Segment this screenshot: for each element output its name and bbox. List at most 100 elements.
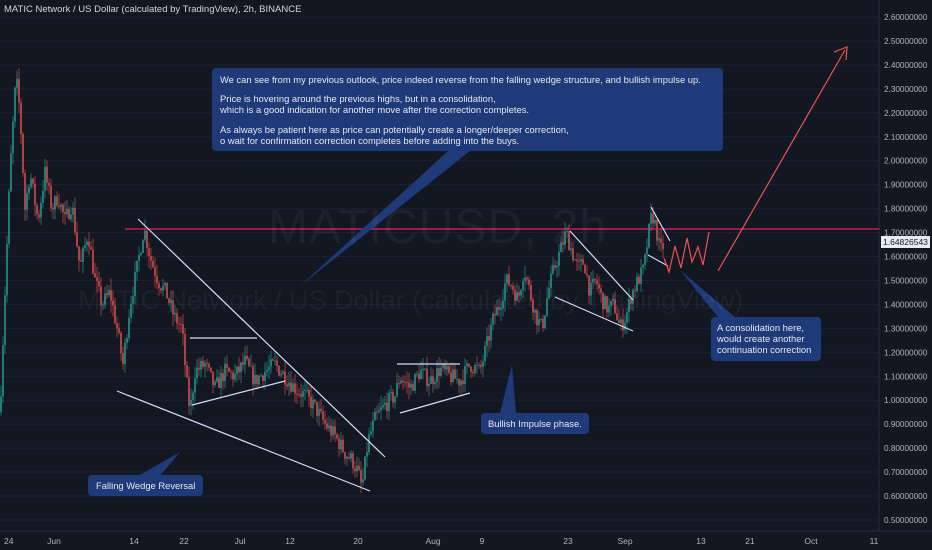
candle [386, 402, 388, 412]
candle [60, 204, 62, 208]
candle [200, 360, 202, 370]
candle [294, 383, 296, 394]
y-tick-label: 1.80000000 [884, 205, 928, 214]
candle [34, 183, 36, 206]
candle [418, 373, 420, 380]
candle [448, 365, 450, 373]
candle [394, 396, 396, 403]
candle [324, 419, 326, 424]
candle [94, 273, 96, 278]
candle [154, 267, 156, 276]
note-main-line-1: We can see from my previous outlook, pri… [220, 74, 701, 85]
y-tick-label: 1.00000000 [884, 396, 928, 405]
candle [592, 278, 594, 283]
x-tick-label: Aug [425, 536, 440, 546]
candle [420, 370, 422, 380]
candle [462, 380, 464, 385]
candle [100, 286, 102, 306]
candle [262, 375, 264, 382]
candle [652, 213, 654, 224]
candle [264, 371, 266, 382]
y-tick-label: 2.20000000 [884, 109, 928, 118]
candle [380, 407, 382, 411]
candle [178, 323, 180, 325]
projected-wave-path [663, 231, 710, 275]
candle [52, 207, 54, 210]
note-main-pointer [300, 151, 470, 286]
candle [578, 261, 580, 262]
candle [282, 371, 284, 374]
candle [322, 411, 324, 420]
candle [368, 434, 370, 453]
candle [496, 307, 498, 316]
candle [360, 470, 362, 483]
candle [616, 313, 618, 320]
candle [196, 367, 198, 379]
candle [338, 438, 340, 450]
candle [656, 220, 658, 241]
candle [278, 365, 280, 376]
candle [582, 259, 584, 265]
candle [382, 404, 384, 408]
candle [502, 300, 504, 309]
candle [252, 365, 254, 385]
candle [134, 271, 136, 297]
candle [244, 355, 246, 365]
last-price-label: 1.64826543 [881, 236, 930, 248]
candle [564, 231, 566, 245]
candle [580, 259, 582, 262]
candle [654, 220, 656, 224]
candle [8, 191, 10, 244]
candle [392, 391, 394, 403]
note-bullish-impulse[interactable]: Bullish Impulse phase. [481, 413, 589, 435]
y-tick-label: 1.50000000 [884, 276, 928, 285]
candle [176, 312, 178, 324]
candle [290, 382, 292, 392]
x-tick-label: 12 [285, 536, 295, 546]
candle [110, 290, 112, 301]
candle [204, 362, 206, 367]
candle [356, 465, 358, 472]
candle [166, 282, 168, 299]
y-tick-label: 0.60000000 [884, 492, 928, 501]
candle [530, 285, 532, 300]
candle [508, 274, 510, 286]
note-falling-wedge[interactable]: Falling Wedge Reversal [88, 475, 204, 497]
candle [658, 238, 660, 241]
candle [478, 364, 480, 366]
candle [574, 259, 576, 261]
candle [600, 288, 602, 293]
x-tick-label: 22 [179, 536, 189, 546]
candle [348, 457, 350, 459]
x-tick-label: Sep [617, 536, 632, 546]
candle [212, 371, 214, 386]
candle [64, 212, 66, 215]
candle [38, 214, 40, 218]
candle [410, 384, 412, 388]
candle [36, 205, 38, 215]
candle [372, 420, 374, 432]
candle [342, 439, 344, 453]
candle [120, 332, 122, 354]
projected-upside-arrow [717, 49, 846, 272]
candle [400, 380, 402, 384]
note-consolidation[interactable]: A consolidation here, would create anoth… [711, 317, 821, 361]
candle [646, 247, 648, 255]
candle [446, 365, 448, 370]
candle [540, 318, 542, 320]
candle [516, 292, 518, 301]
candle [366, 452, 368, 457]
candle [250, 365, 252, 367]
candle [500, 308, 502, 310]
candle [104, 293, 106, 305]
x-tick-label: 23 [563, 536, 573, 546]
candle [430, 376, 432, 384]
note-main[interactable]: We can see from my previous outlook, pri… [212, 68, 723, 151]
candle [330, 425, 332, 436]
candle [308, 389, 310, 397]
candle [408, 382, 410, 388]
candle [604, 296, 606, 310]
candle [452, 369, 454, 383]
